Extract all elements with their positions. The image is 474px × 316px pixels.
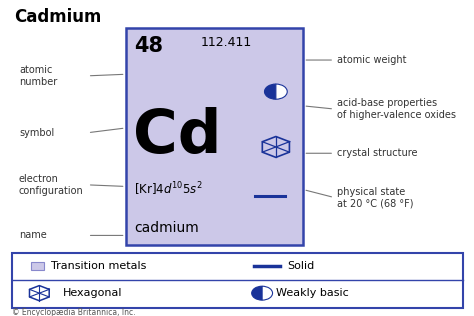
Text: 48: 48 xyxy=(134,36,163,56)
Wedge shape xyxy=(264,84,276,99)
FancyBboxPatch shape xyxy=(31,262,44,270)
Text: © Encyclopædia Britannica, Inc.: © Encyclopædia Britannica, Inc. xyxy=(12,308,136,316)
Text: electron
configuration: electron configuration xyxy=(19,174,84,196)
Text: Weakly basic: Weakly basic xyxy=(276,288,349,298)
Text: cadmium: cadmium xyxy=(134,221,199,234)
Wedge shape xyxy=(262,286,273,300)
Text: acid-base properties
of higher-valence oxides: acid-base properties of higher-valence o… xyxy=(337,98,456,120)
Text: Cd: Cd xyxy=(133,107,221,166)
Wedge shape xyxy=(276,84,287,99)
Text: 112.411: 112.411 xyxy=(200,36,252,49)
Text: atomic
number: atomic number xyxy=(19,65,57,87)
Text: Hexagonal: Hexagonal xyxy=(63,288,123,298)
Text: Transition metals: Transition metals xyxy=(51,261,146,271)
Text: name: name xyxy=(19,230,47,240)
Text: crystal structure: crystal structure xyxy=(337,148,417,158)
Text: Cadmium: Cadmium xyxy=(14,8,101,26)
Text: atomic weight: atomic weight xyxy=(337,55,406,65)
Text: symbol: symbol xyxy=(19,128,54,138)
Text: physical state
at 20 °C (68 °F): physical state at 20 °C (68 °F) xyxy=(337,187,413,208)
Text: $[\mathrm{Kr}]4d^{10}5s^{2}$: $[\mathrm{Kr}]4d^{10}5s^{2}$ xyxy=(134,181,203,198)
Text: Solid: Solid xyxy=(287,261,314,271)
FancyBboxPatch shape xyxy=(126,28,303,245)
FancyBboxPatch shape xyxy=(12,253,463,308)
Wedge shape xyxy=(252,286,262,300)
